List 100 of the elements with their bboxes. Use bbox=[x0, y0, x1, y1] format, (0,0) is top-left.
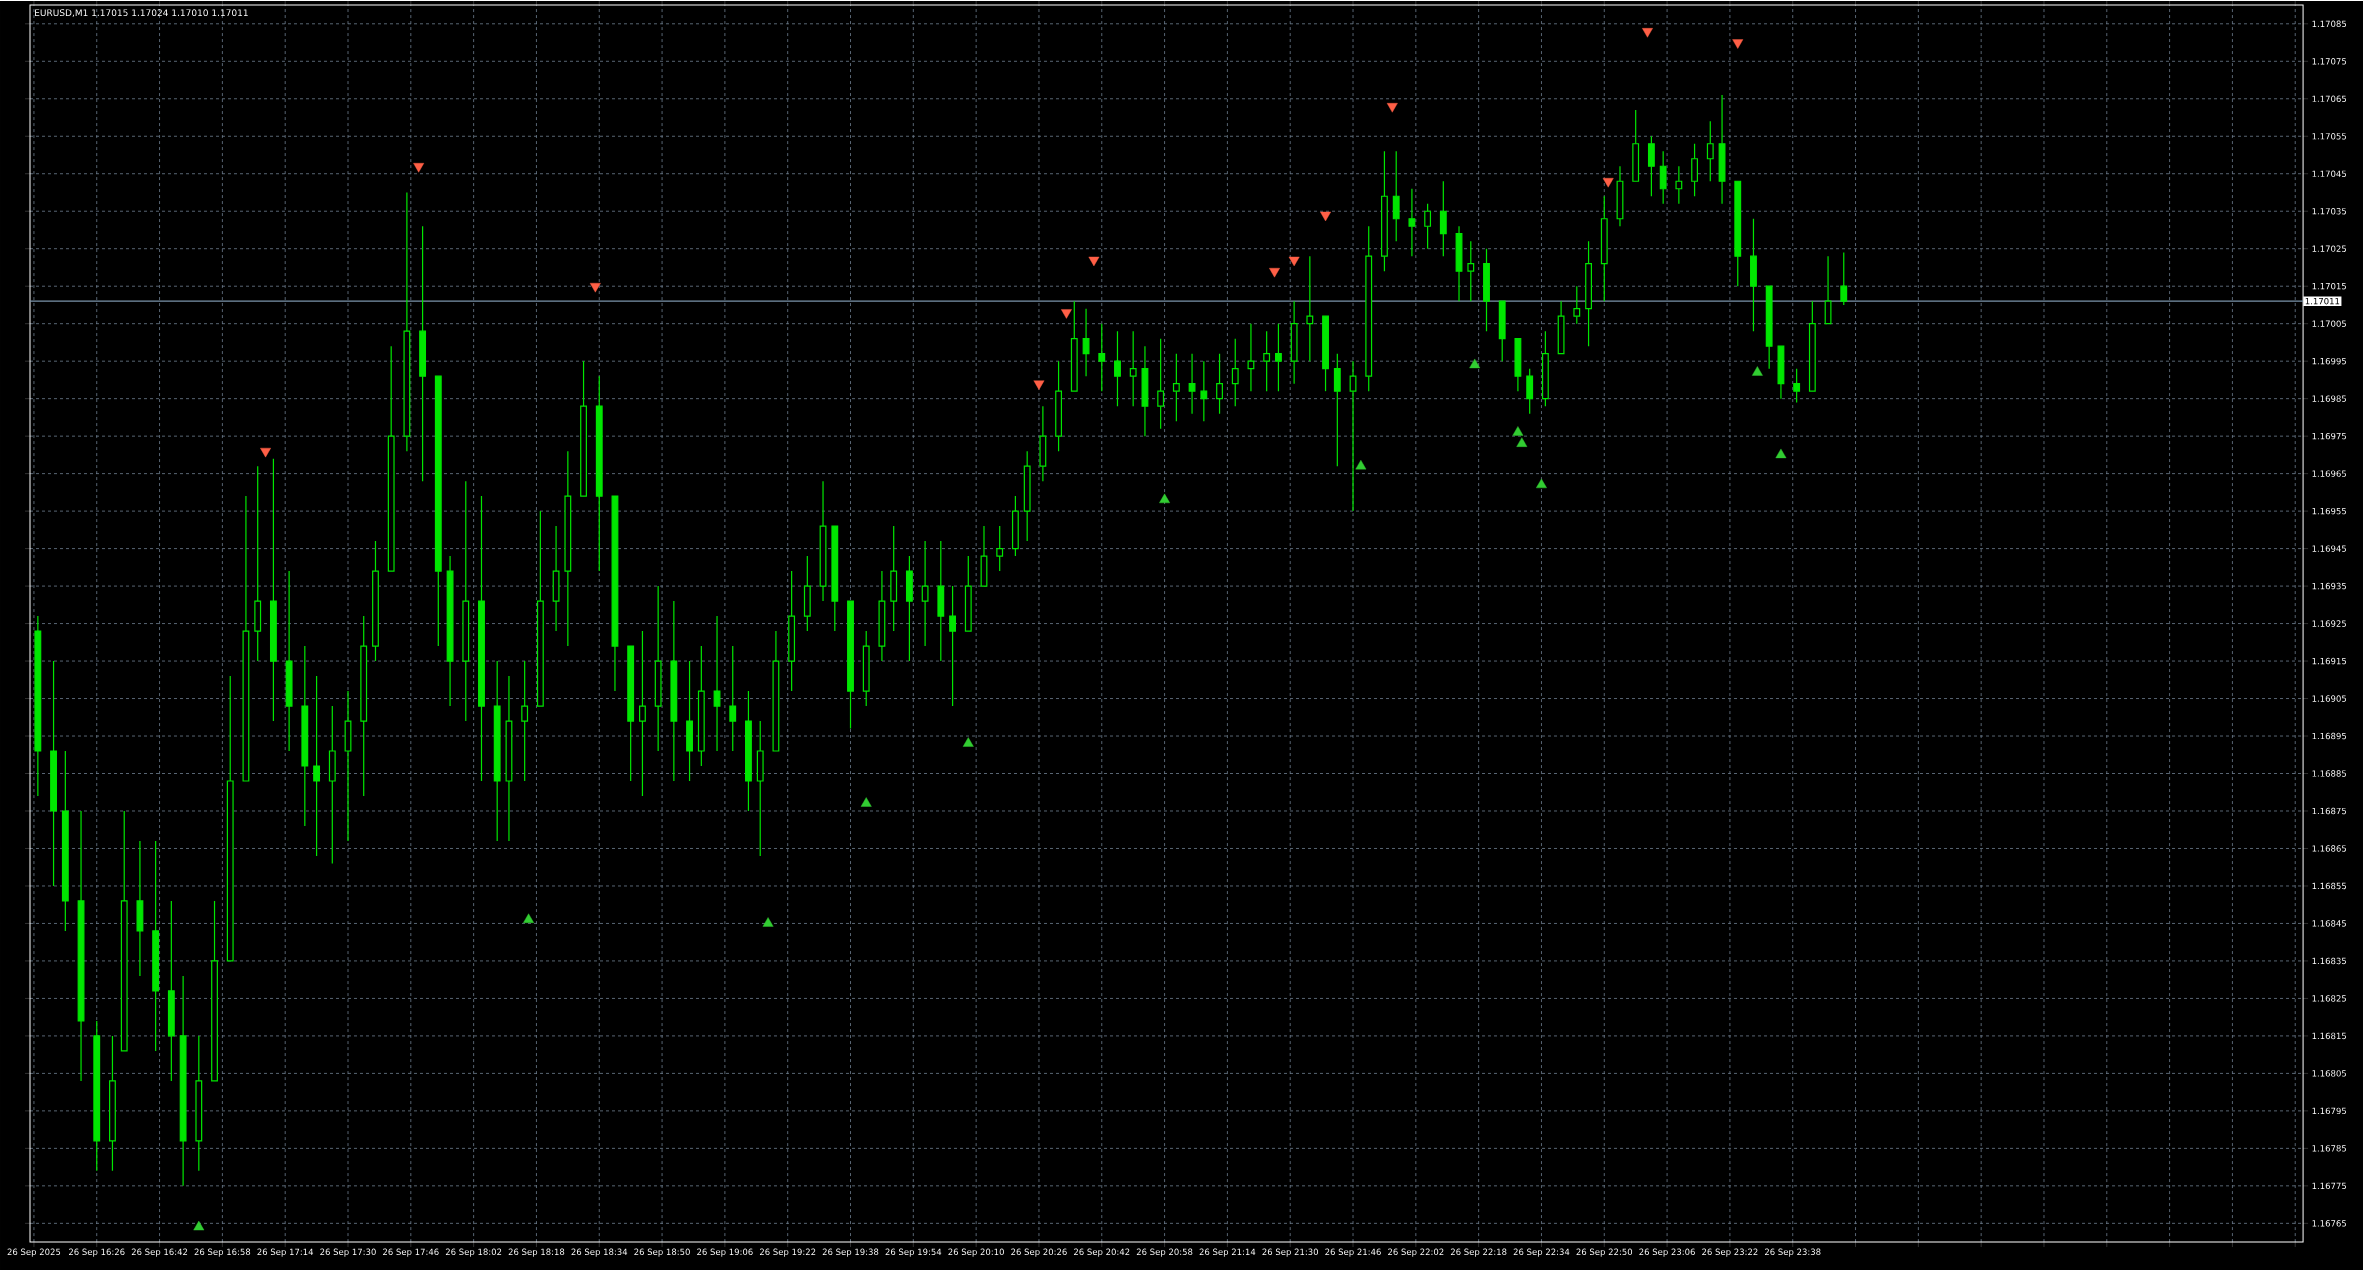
candlestick bbox=[1706, 120, 1714, 182]
candlestick bbox=[890, 525, 898, 632]
candlestick bbox=[1573, 285, 1581, 325]
candlestick bbox=[921, 540, 929, 647]
candlestick bbox=[1498, 300, 1506, 362]
candlestick bbox=[179, 975, 187, 1187]
y-tick-label: 1.16815 bbox=[2312, 1032, 2347, 1040]
y-tick-label: 1.17035 bbox=[2312, 207, 2347, 215]
candlestick bbox=[152, 840, 160, 1052]
candlestick bbox=[1647, 135, 1655, 197]
candlestick bbox=[536, 510, 544, 707]
candlestick bbox=[580, 360, 587, 497]
x-tick-label: 26 Sep 19:06 bbox=[697, 1248, 753, 1257]
candlestick bbox=[1840, 251, 1848, 306]
candlestick bbox=[313, 675, 321, 857]
candlestick bbox=[328, 705, 336, 865]
y-tick-label: 1.16915 bbox=[2312, 657, 2347, 665]
y-tick-label: 1.16875 bbox=[2312, 807, 2347, 815]
point bbox=[1355, 459, 1367, 470]
x-tick-label: 26 Sep 18:50 bbox=[634, 1248, 690, 1257]
candlestick bbox=[434, 375, 442, 647]
point bbox=[860, 797, 872, 807]
candlestick bbox=[670, 600, 678, 782]
point bbox=[1288, 256, 1300, 267]
point bbox=[193, 1220, 205, 1231]
candlestick bbox=[949, 585, 957, 707]
candlestick bbox=[1023, 450, 1031, 542]
y-tick-label: 1.16935 bbox=[2312, 582, 2347, 590]
candlestick bbox=[1439, 180, 1447, 257]
y-tick-label: 1.16905 bbox=[2312, 695, 2347, 702]
candlestick bbox=[1157, 338, 1165, 430]
y-tick-label: 1.17065 bbox=[2312, 95, 2347, 102]
candlestick bbox=[1824, 255, 1832, 325]
y-tick-label: 1.16975 bbox=[2312, 432, 2347, 440]
y-tick-label: 1.16995 bbox=[2312, 357, 2347, 365]
candlestick bbox=[387, 345, 395, 572]
y-tick-label: 1.16785 bbox=[2312, 1145, 2347, 1152]
x-tick-label: 26 Sep 18:18 bbox=[508, 1248, 565, 1257]
candlestick bbox=[1263, 330, 1271, 392]
candlestick bbox=[77, 810, 85, 1082]
candlestick bbox=[654, 585, 662, 752]
point bbox=[1469, 358, 1481, 369]
candlestick bbox=[446, 555, 454, 707]
candlestick bbox=[109, 1035, 116, 1172]
candlestick bbox=[847, 600, 854, 730]
point bbox=[1320, 211, 1331, 222]
candlestick bbox=[1734, 180, 1742, 287]
point bbox=[1033, 380, 1045, 390]
y-tick-label: 1.16775 bbox=[2312, 1182, 2347, 1190]
point bbox=[260, 447, 271, 458]
candlestick bbox=[831, 525, 839, 632]
x-tick-label: 26 Sep 17:30 bbox=[320, 1248, 376, 1257]
x-tick-label: 26 Sep 20:42 bbox=[1074, 1248, 1130, 1257]
candlestick bbox=[611, 495, 619, 692]
y-tick-label: 1.16985 bbox=[2312, 395, 2347, 402]
candlestick bbox=[1392, 150, 1400, 242]
candlestick bbox=[1793, 368, 1801, 403]
y-tick-label: 1.16845 bbox=[2312, 920, 2347, 927]
y-tick-label: 1.16945 bbox=[2312, 545, 2347, 552]
point bbox=[962, 737, 974, 747]
candlestick bbox=[136, 840, 144, 977]
candlestick bbox=[1129, 330, 1137, 407]
candlestick bbox=[1172, 353, 1180, 422]
point bbox=[1751, 366, 1763, 376]
point bbox=[762, 917, 774, 927]
y-tick-label: 1.16855 bbox=[2312, 882, 2347, 890]
y-tick-label: 1.16865 bbox=[2312, 845, 2347, 852]
candlestick bbox=[360, 615, 368, 797]
candlestick bbox=[505, 675, 513, 842]
point bbox=[413, 163, 425, 173]
x-tick-label: 26 Sep 21:30 bbox=[1262, 1248, 1318, 1257]
point bbox=[1775, 448, 1787, 459]
candlestick bbox=[697, 645, 705, 767]
candlestick bbox=[1200, 360, 1208, 422]
candlestick bbox=[226, 675, 234, 962]
candlestick bbox=[493, 660, 501, 842]
candlestick bbox=[269, 458, 277, 722]
candlestick bbox=[1039, 405, 1047, 482]
y-tick-label: 1.17055 bbox=[2312, 133, 2347, 140]
x-tick-label: 26 Sep 22:02 bbox=[1388, 1248, 1444, 1257]
candlestick bbox=[595, 375, 603, 572]
x-tick-label: 26 Sep 22:18 bbox=[1450, 1248, 1507, 1257]
x-tick-label: 26 Sep 17:46 bbox=[383, 1248, 439, 1257]
y-tick-label: 1.16765 bbox=[2312, 1220, 2347, 1227]
candlestick bbox=[756, 720, 764, 857]
candlestick bbox=[1141, 345, 1149, 437]
point bbox=[589, 282, 601, 293]
x-tick-label: 26 Sep 20:26 bbox=[1011, 1248, 1067, 1257]
candlestick bbox=[1070, 300, 1078, 392]
x-tick-label: 26 Sep 20:58 bbox=[1136, 1248, 1193, 1257]
point bbox=[1732, 39, 1744, 49]
x-tick-label: 26 Sep 19:54 bbox=[885, 1248, 942, 1257]
y-tick-label: 1.17085 bbox=[2312, 20, 2347, 27]
candlestick bbox=[729, 645, 737, 752]
x-tick-label: 26 Sep 17:14 bbox=[257, 1248, 314, 1257]
candlestick bbox=[195, 1035, 203, 1172]
candlestick bbox=[819, 480, 827, 602]
y-tick-label: 1.16895 bbox=[2312, 732, 2347, 740]
candlestick bbox=[1381, 150, 1388, 272]
y-tick-label: 1.16885 bbox=[2312, 770, 2347, 777]
